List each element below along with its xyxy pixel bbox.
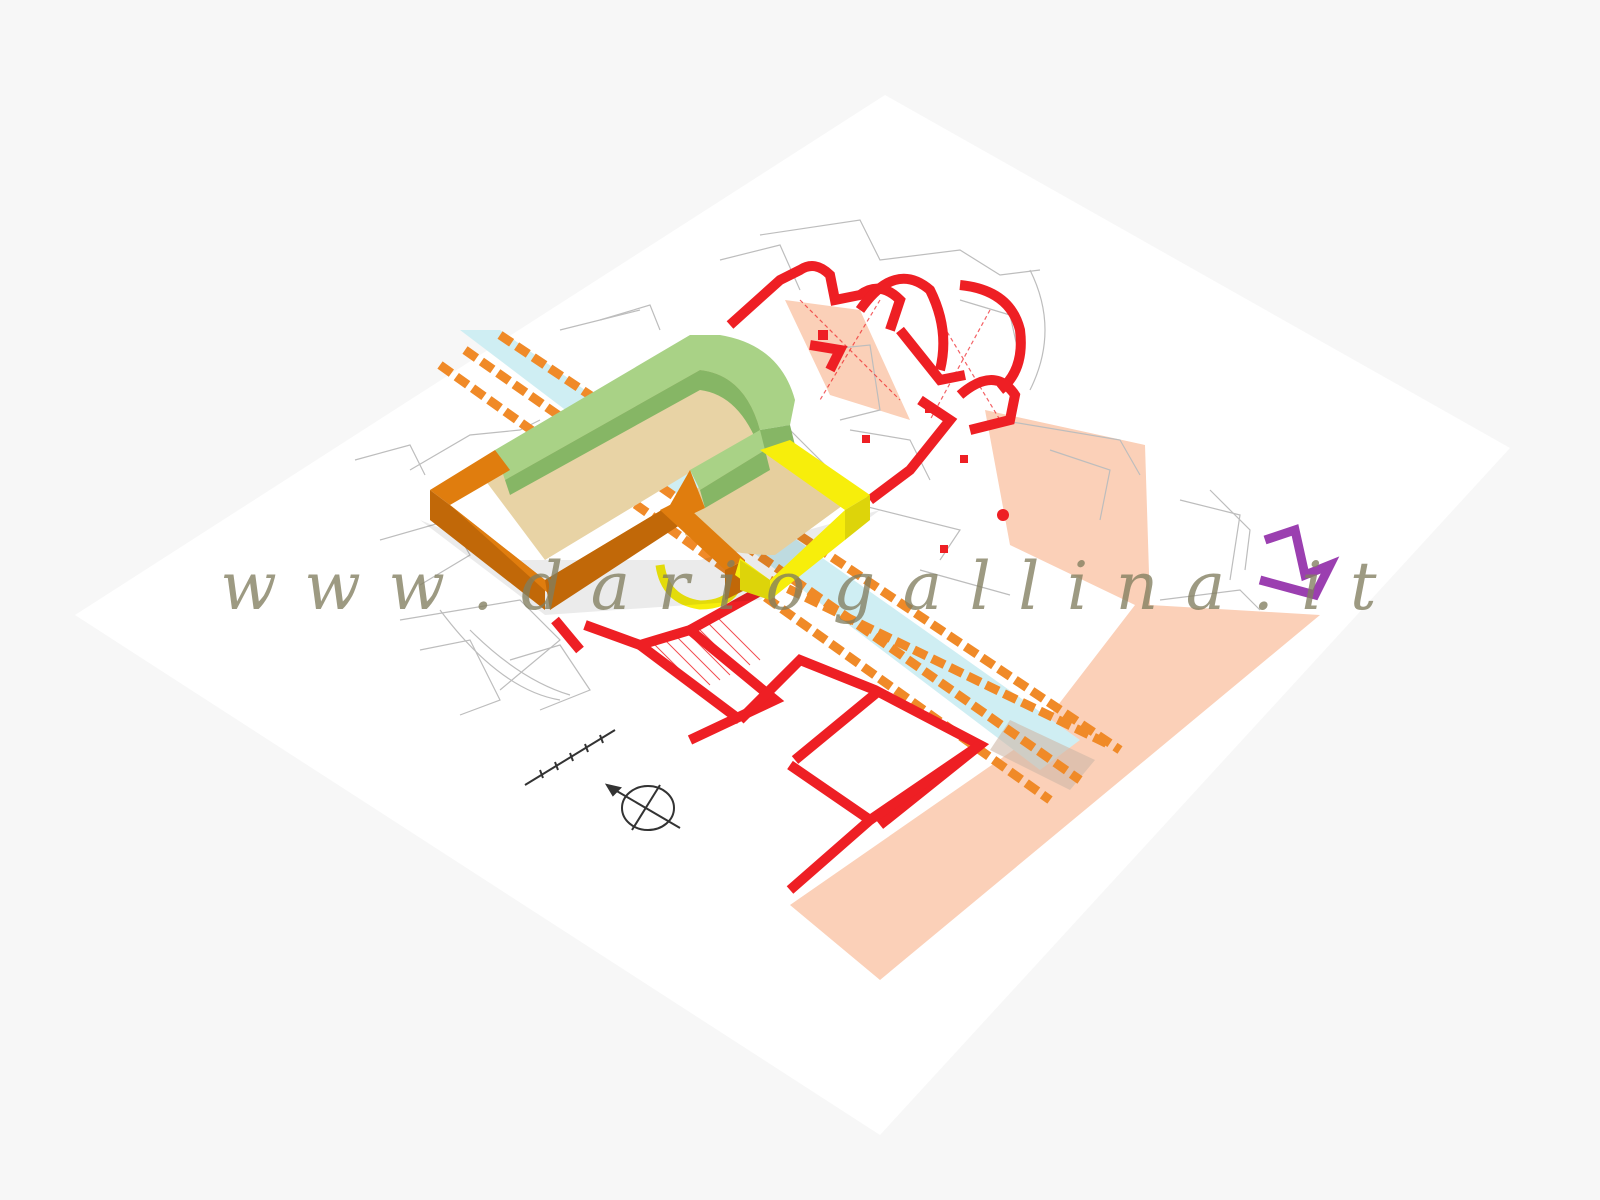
plan-linework xyxy=(354,219,1261,716)
building-walls xyxy=(430,335,870,610)
red-dashed-guides xyxy=(799,299,1001,421)
salmon-excavation-area xyxy=(785,300,1320,980)
scale-bar-icon xyxy=(524,729,616,786)
north-arrow-icon xyxy=(604,783,681,831)
red-hatched-steps xyxy=(654,614,761,691)
purple-wall-fragment xyxy=(1258,524,1340,601)
red-pier-dots xyxy=(818,330,1009,553)
